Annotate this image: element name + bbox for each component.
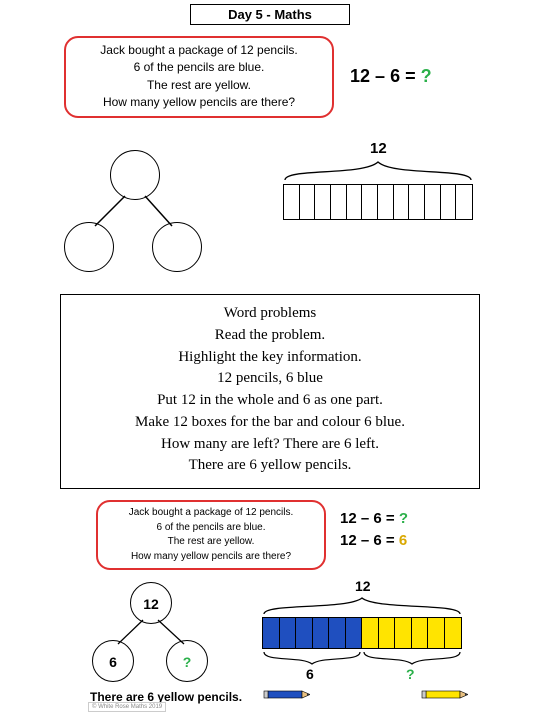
bar-cell [395, 618, 412, 648]
problem-line: 6 of the pencils are blue. [72, 59, 326, 76]
bar-cell [284, 185, 300, 219]
eq-op: – [361, 532, 369, 549]
part-whole-bottom: 12 6 ? [88, 582, 218, 692]
bar-cell [362, 618, 379, 648]
eq-eq: = [405, 66, 416, 86]
problem-line: The rest are yellow. [72, 77, 326, 94]
problem-line: The rest are yellow. [104, 535, 318, 550]
bar-cell [412, 618, 429, 648]
bar-cell [346, 618, 363, 648]
instr-line: Word problems [65, 303, 475, 325]
bar-cell [456, 185, 472, 219]
bar-model-bottom [262, 617, 462, 649]
problem-box-bottom: Jack bought a package of 12 pencils. 6 o… [96, 500, 326, 570]
problem-line: How many yellow pencils are there? [72, 94, 326, 111]
eq-op: – [361, 510, 369, 527]
problem-box-top: Jack bought a package of 12 pencils. 6 o… [64, 36, 334, 118]
pw-lines [60, 150, 210, 280]
bar-label-top: 12 [370, 140, 387, 157]
instr-line: There are 6 yellow pencils. [65, 455, 475, 477]
brace-yellow [362, 650, 462, 666]
eq-eq: = [386, 510, 395, 527]
equation-bot-1: 12 – 6 = ? [340, 510, 408, 527]
part-whole-top [60, 150, 210, 280]
bar-cell [409, 185, 425, 219]
bar-cell [425, 185, 441, 219]
eq-a: 12 [340, 510, 357, 527]
instr-line: 12 pencils, 6 blue [65, 368, 475, 390]
instructions-box: Word problems Read the problem. Highligh… [60, 294, 480, 489]
eq-result: ? [421, 66, 432, 86]
problem-line: How many yellow pencils are there? [104, 550, 318, 565]
brace-top [283, 160, 473, 182]
problem-line: Jack bought a package of 12 pencils. [72, 42, 326, 59]
bar-cell [313, 618, 330, 648]
brace-blue [262, 650, 362, 666]
credit: © White Rose Maths 2019 [88, 702, 166, 712]
count-yellow: ? [406, 666, 415, 682]
eq-result: 6 [399, 532, 407, 549]
pencil-yellow-icon [418, 688, 468, 702]
page-title: Day 5 - Maths [190, 4, 350, 25]
eq-b: 6 [373, 532, 381, 549]
bar-cell [378, 185, 394, 219]
instr-line: How many are left? There are 6 left. [65, 434, 475, 456]
bar-cell [331, 185, 347, 219]
pw-lines [88, 582, 218, 692]
count-blue: 6 [306, 666, 314, 682]
eq-eq: = [386, 532, 395, 549]
bar-cell [263, 618, 280, 648]
bar-cell [347, 185, 363, 219]
bar-cell [300, 185, 316, 219]
eq-b: 6 [390, 66, 400, 86]
brace-bottom [262, 596, 462, 616]
pencil-blue-icon [260, 688, 310, 702]
bar-cell [445, 618, 461, 648]
equation-top: 12 – 6 = ? [350, 66, 432, 87]
eq-op: – [375, 66, 385, 86]
equation-bot-2: 12 – 6 = 6 [340, 532, 407, 549]
instr-line: Read the problem. [65, 325, 475, 347]
instr-line: Put 12 in the whole and 6 as one part. [65, 390, 475, 412]
eq-result: ? [399, 510, 408, 527]
bar-cell [329, 618, 346, 648]
bar-cell [362, 185, 378, 219]
bar-cell [296, 618, 313, 648]
instr-line: Make 12 boxes for the bar and colour 6 b… [65, 412, 475, 434]
eq-b: 6 [373, 510, 381, 527]
bar-cell [280, 618, 297, 648]
bar-cell [315, 185, 331, 219]
bar-cell [394, 185, 410, 219]
bar-cell [379, 618, 396, 648]
eq-a: 12 [340, 532, 357, 549]
bar-label-bottom: 12 [355, 578, 371, 594]
problem-line: 6 of the pencils are blue. [104, 521, 318, 536]
instr-line: Highlight the key information. [65, 347, 475, 369]
bar-model-top [283, 184, 473, 220]
problem-line: Jack bought a package of 12 pencils. [104, 506, 318, 521]
eq-a: 12 [350, 66, 370, 86]
bar-cell [428, 618, 445, 648]
bar-cell [441, 185, 457, 219]
